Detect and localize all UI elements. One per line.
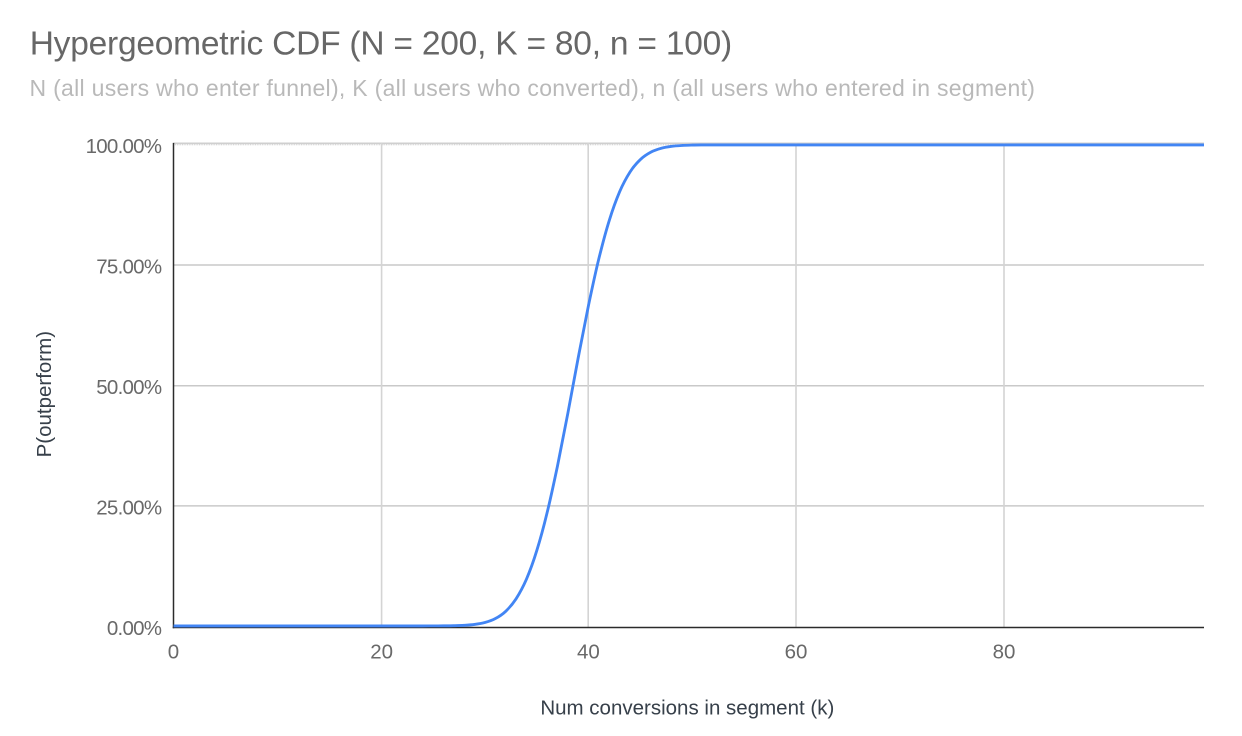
svg-text:Num conversions in segment (k): Num conversions in segment (k) (540, 696, 834, 719)
svg-text:P(outperform): P(outperform) (33, 331, 56, 457)
svg-text:25.00%: 25.00% (96, 496, 162, 519)
svg-text:50.00%: 50.00% (96, 376, 162, 399)
svg-text:0.00%: 0.00% (107, 617, 162, 640)
svg-text:20: 20 (370, 641, 393, 664)
svg-text:80: 80 (993, 641, 1016, 664)
svg-text:0: 0 (168, 641, 179, 664)
svg-text:40: 40 (577, 641, 600, 664)
svg-text:100.00%: 100.00% (86, 135, 162, 158)
svg-text:75.00%: 75.00% (96, 256, 162, 279)
svg-text:N (all users who enter funnel): N (all users who enter funnel), K (all u… (30, 75, 1036, 101)
svg-text:Hypergeometric CDF (N = 200, K: Hypergeometric CDF (N = 200, K = 80, n =… (30, 25, 732, 62)
svg-text:60: 60 (785, 641, 808, 664)
